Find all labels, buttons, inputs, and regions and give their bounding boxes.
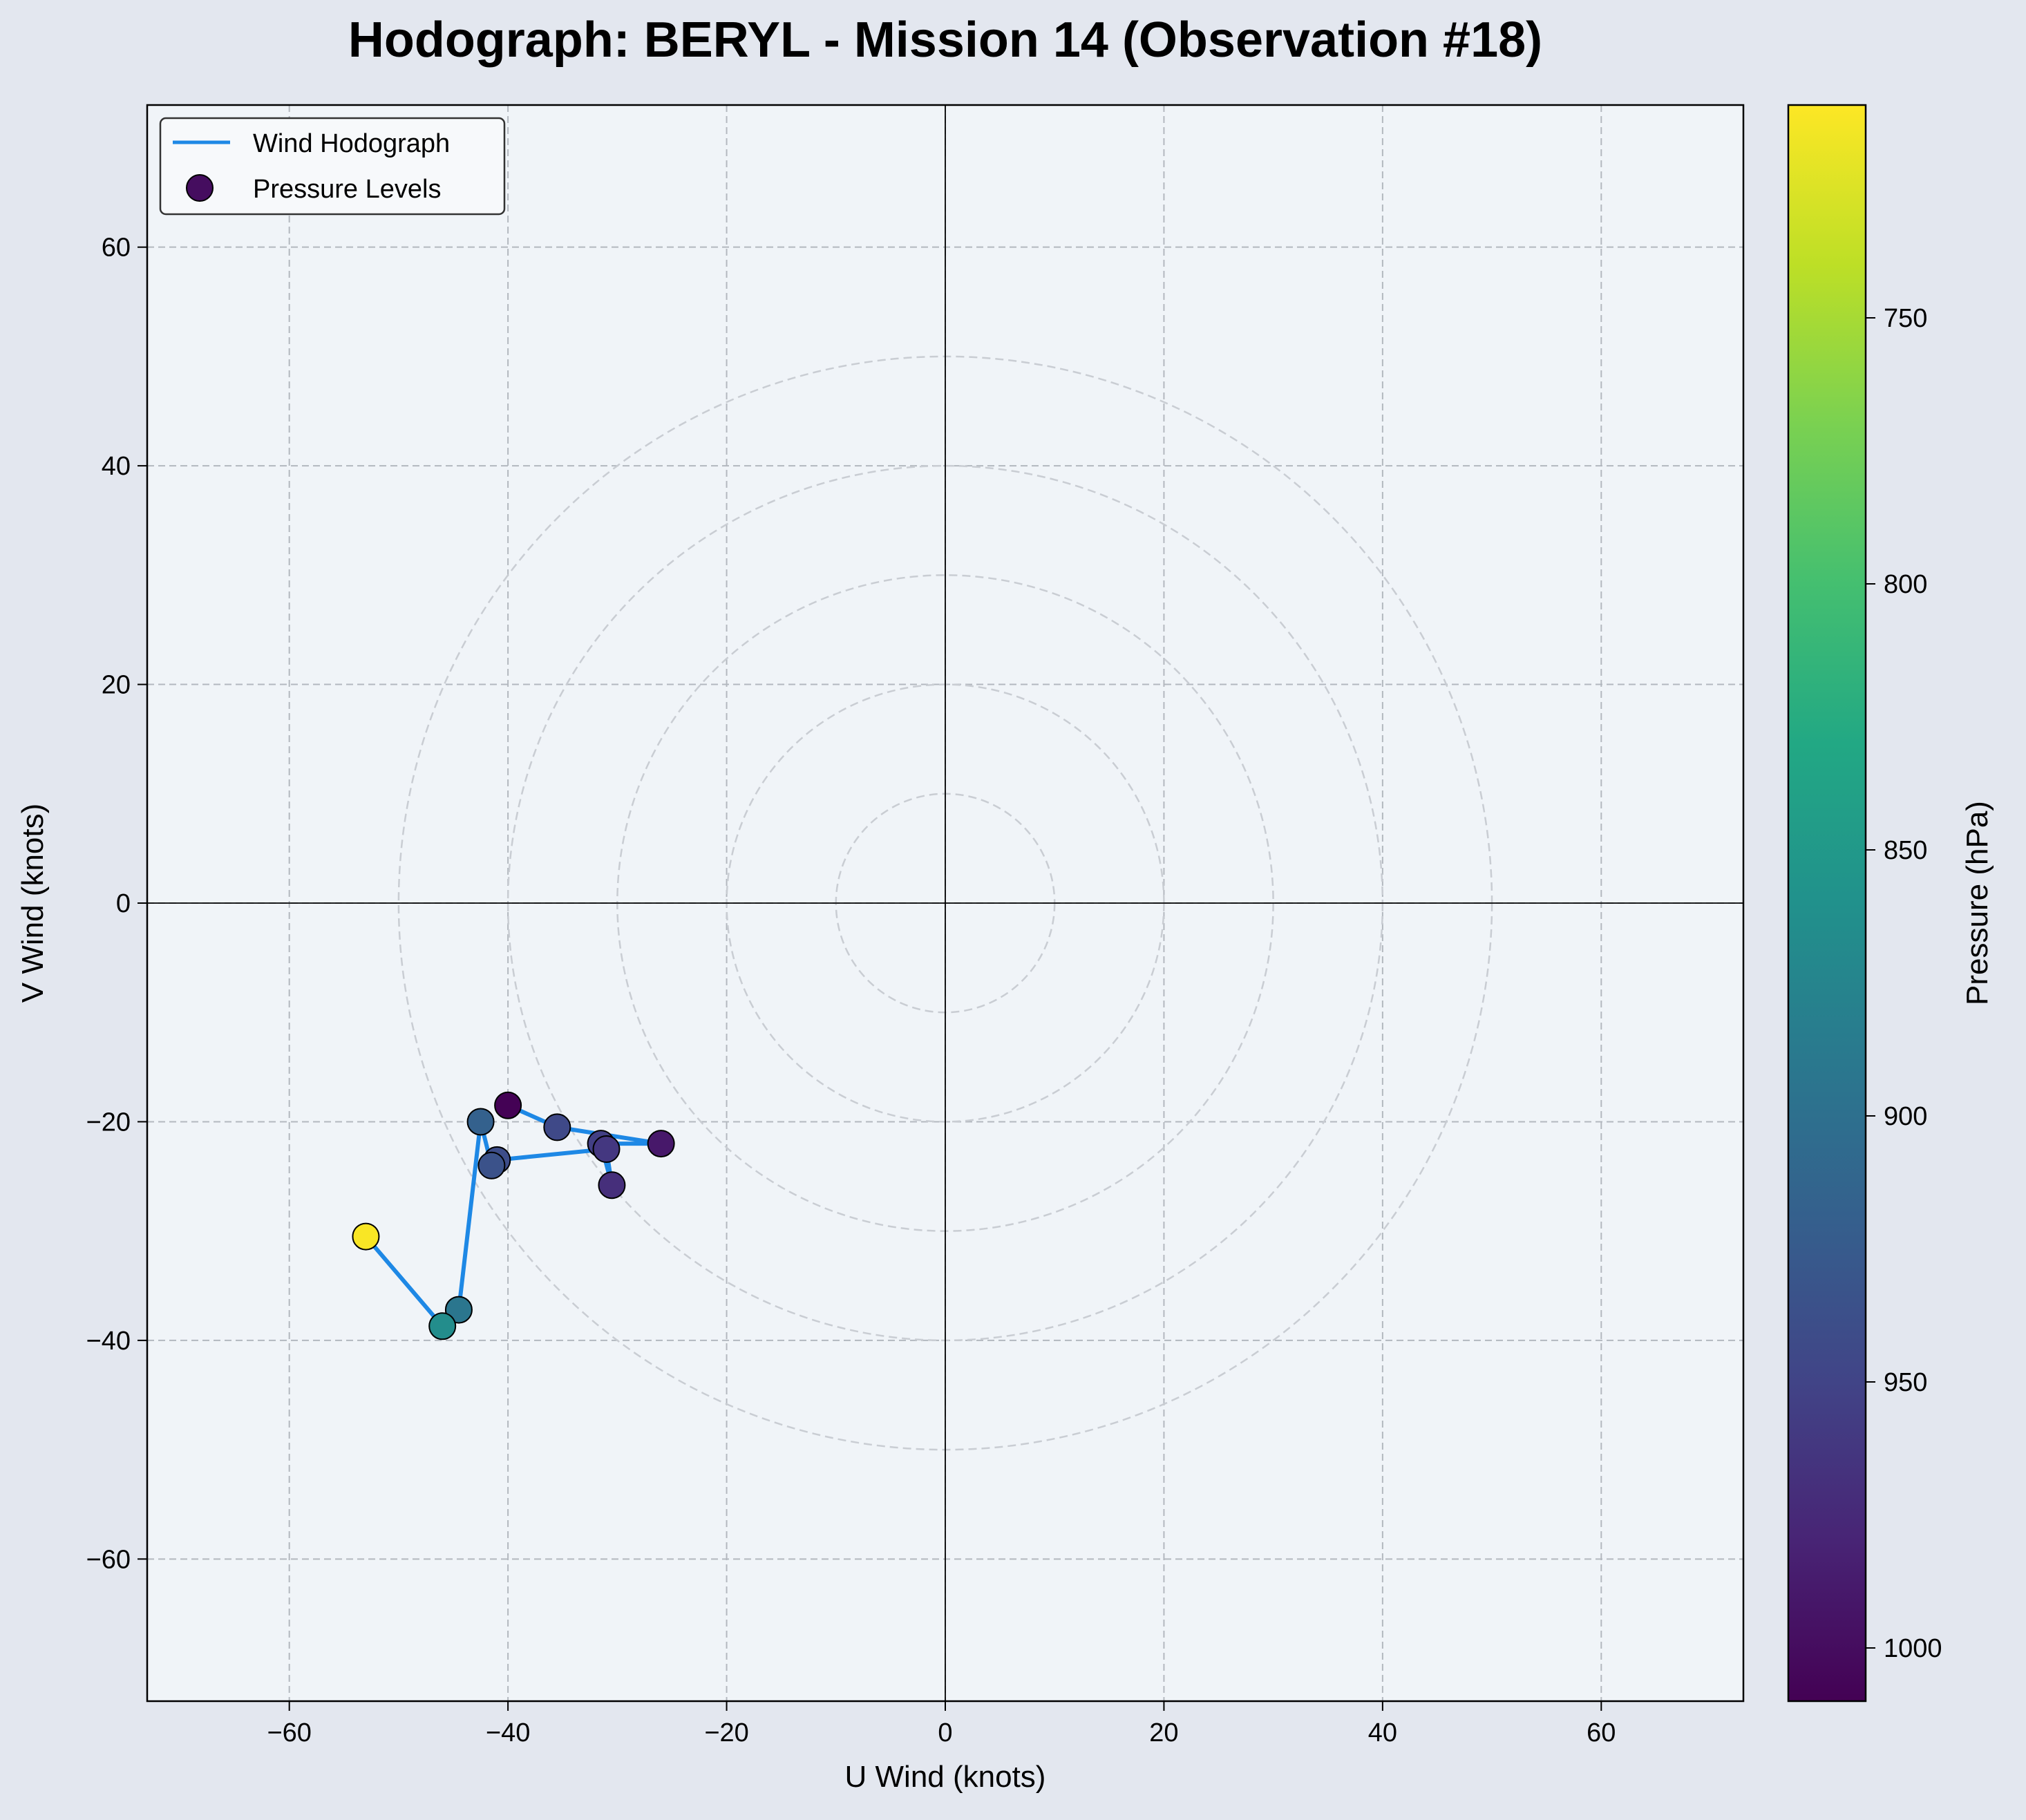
pressure-level-marker bbox=[466, 1108, 495, 1136]
colorbar-tick-label: 750 bbox=[1884, 304, 1927, 333]
y-tick-label: 20 bbox=[102, 671, 131, 700]
pressure-level-marker bbox=[494, 1091, 522, 1119]
pressure-level-marker bbox=[428, 1312, 457, 1340]
colorbar: 1000 950 900 850 800 750 Pressure (hPa) bbox=[1787, 104, 1994, 1703]
pressure-level-marker bbox=[543, 1113, 571, 1141]
colorbar-gradient bbox=[1788, 105, 1866, 1701]
legend-label-pressure-levels: Pressure Levels bbox=[253, 175, 441, 204]
legend-marker-swatch bbox=[186, 174, 214, 202]
y-tick-label: 40 bbox=[102, 452, 131, 481]
zero-axes bbox=[147, 105, 1743, 1701]
y-axis-label: V Wind (knots) bbox=[16, 804, 50, 1003]
colorbar-tick-label: 950 bbox=[1884, 1368, 1927, 1397]
pressure-level-marker bbox=[444, 1296, 473, 1324]
x-tick-label: −60 bbox=[267, 1718, 311, 1747]
legend-box bbox=[159, 117, 506, 216]
x-tick-label: −20 bbox=[704, 1718, 748, 1747]
legend-label-wind-hodograph: Wind Hodograph bbox=[253, 129, 450, 158]
pressure-level-marker bbox=[477, 1151, 506, 1179]
y-tick-label: −40 bbox=[86, 1327, 131, 1356]
y-tick-label: 60 bbox=[102, 234, 131, 263]
colorbar-tick-label: 800 bbox=[1884, 570, 1927, 599]
pressure-level-marker bbox=[598, 1171, 626, 1200]
colorbar-label: Pressure (hPa) bbox=[1960, 801, 1994, 1005]
pressure-level-marker bbox=[592, 1135, 621, 1163]
x-tick-label: 40 bbox=[1368, 1718, 1397, 1747]
colorbar-frame bbox=[1787, 104, 1867, 1703]
chart-title: Hodograph: BERYL - Mission 14 (Observati… bbox=[348, 12, 1542, 68]
colorbar-ticks: 1000 950 900 850 800 750 bbox=[1866, 304, 1942, 1663]
x-axis-ticks: −60 −40 −20 0 20 40 60 bbox=[267, 1701, 1616, 1747]
colorbar-tick-label: 1000 bbox=[1884, 1634, 1942, 1663]
colorbar-tick-label: 850 bbox=[1884, 836, 1927, 865]
x-tick-label: 20 bbox=[1149, 1718, 1178, 1747]
x-tick-label: 60 bbox=[1587, 1718, 1616, 1747]
pressure-level-marker bbox=[352, 1222, 380, 1251]
x-tick-label: 0 bbox=[938, 1718, 952, 1747]
y-tick-label: −20 bbox=[86, 1108, 131, 1137]
y-tick-label: 0 bbox=[116, 889, 131, 918]
y-axis-ticks: −60 −40 −20 0 20 40 60 bbox=[86, 234, 147, 1574]
colorbar-tick-label: 900 bbox=[1884, 1102, 1927, 1131]
data-layer bbox=[352, 1091, 675, 1340]
x-axis-label: U Wind (knots) bbox=[845, 1760, 1046, 1794]
y-tick-label: −60 bbox=[86, 1545, 131, 1574]
x-tick-label: −40 bbox=[486, 1718, 530, 1747]
legend: Wind Hodograph Pressure Levels bbox=[159, 117, 506, 216]
pressure-level-marker bbox=[647, 1130, 675, 1158]
